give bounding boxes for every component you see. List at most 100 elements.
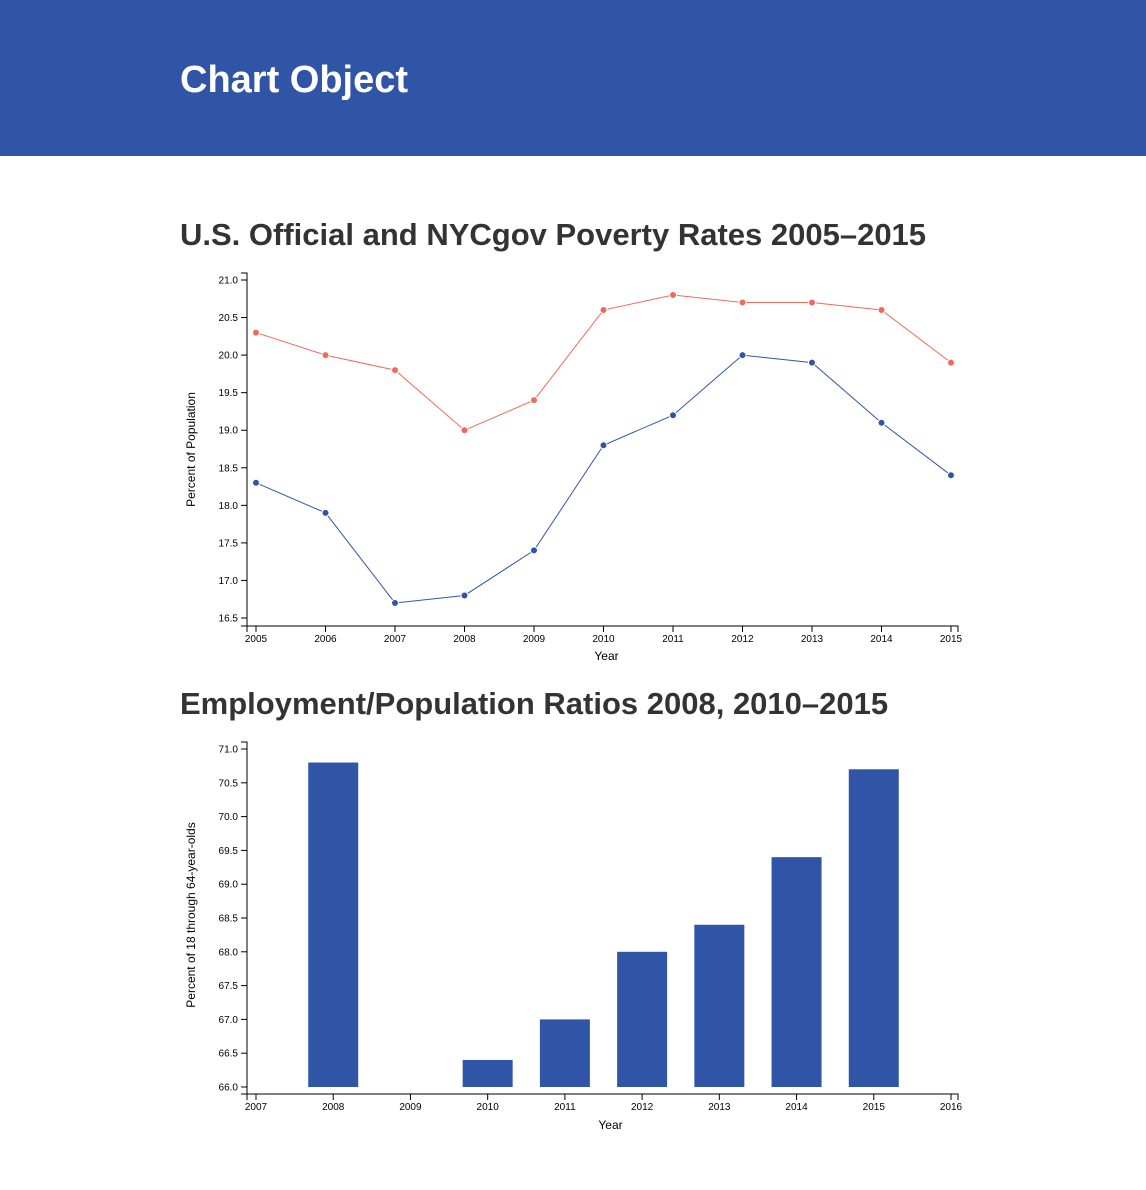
data-point [252,478,260,487]
y-axis: 16.5 17.0 17.5 18.0 18.5 19.0 19.5 20.0 20.5 21.0 [219,272,248,627]
x-tick: 2005 [245,626,268,645]
y-tick-label: 68.5 [219,914,239,925]
y-tick-label: 66.5 [219,1049,239,1060]
y-tick-label: 67.5 [219,981,239,992]
x-tick: 2008 [322,1094,345,1113]
x-tick: 2009 [399,1094,422,1113]
y-tick: 16.5 [219,614,247,625]
series-0 [252,291,955,435]
x-axis-label: Year [598,1118,622,1132]
y-tick-label: 19.5 [219,388,239,399]
page-header: Chart Object [0,0,1146,156]
page-title: Chart Object [180,59,409,101]
x-tick: 2014 [870,626,893,645]
y-tick-label: 71.0 [219,745,239,756]
x-axis-label: Year [594,649,618,663]
x-tick-label: 2011 [662,634,684,645]
data-point [877,306,886,315]
x-tick: 2007 [384,626,407,645]
y-axis-label: Percent of 18 through 64-year-olds [184,822,198,1007]
y-axis-line [241,272,248,627]
x-axis-line [246,1093,959,1100]
y-tick-label: 69.5 [219,846,239,857]
x-tick-label: 2012 [631,1102,654,1113]
y-tick-label: 67.0 [219,1015,239,1026]
y-tick: 20.5 [219,313,247,324]
y-tick: 67.0 [219,1015,247,1026]
x-tick-label: 2009 [399,1102,422,1113]
data-point [530,546,538,555]
y-tick-label: 70.5 [219,778,239,789]
y-tick-label: 16.5 [219,614,239,625]
x-tick-label: 2012 [731,634,754,645]
data-point [877,418,886,427]
poverty-line-chart: 16.5 17.0 17.5 18.0 18.5 19.0 19.5 20.0 20.5 21.0… [184,272,963,663]
x-tick: 2015 [940,626,963,645]
x-tick-label: 2015 [863,1102,886,1113]
bar [617,951,668,1087]
data-point [669,291,677,300]
x-tick-label: 2007 [245,1102,268,1113]
y-tick: 19.5 [219,388,247,399]
series-1 [252,351,955,607]
x-tick-label: 2015 [940,634,963,645]
x-axis: 2005 2006 2007 2008 2009 2010 2011 2012 2013 2014… [245,625,963,645]
data-point [530,396,538,405]
data-point [391,366,399,375]
data-point [808,358,816,367]
y-tick-label: 70.0 [219,812,239,823]
x-tick-label: 2010 [592,634,615,645]
y-tick-label: 18.0 [219,501,239,512]
data-point [947,471,955,480]
y-tick: 70.0 [219,812,247,823]
y-tick-label: 18.5 [219,463,239,474]
y-tick: 66.5 [219,1049,247,1060]
x-tick: 2011 [554,1094,576,1113]
y-tick: 69.5 [219,846,247,857]
x-tick-label: 2008 [322,1102,345,1113]
x-tick-label: 2008 [453,634,476,645]
y-axis: 66.0 66.5 67.0 67.5 68.0 68.5 69.0 69.5 70.0 70.5… [219,741,248,1095]
x-tick-label: 2014 [785,1102,808,1113]
bar [539,1019,590,1087]
data-point [460,591,469,600]
data-point [321,508,330,517]
x-tick-label: 2009 [523,634,546,645]
y-tick: 69.0 [219,880,247,891]
x-tick: 2011 [662,626,684,645]
data-point [738,351,747,360]
y-tick-label: 19.0 [219,426,239,437]
data-point [460,426,469,435]
y-tick: 68.5 [219,914,247,925]
data-point [599,441,608,450]
x-tick-label: 2011 [554,1102,576,1113]
y-tick-label: 68.0 [219,947,239,958]
y-tick: 70.5 [219,778,247,789]
data-point [738,298,747,307]
data-point [599,306,608,315]
x-tick-label: 2013 [801,634,824,645]
x-tick: 2014 [785,1094,808,1113]
data-point [321,351,330,360]
x-tick: 2016 [940,1094,963,1113]
data-point [391,598,399,607]
y-tick-label: 21.0 [219,276,239,287]
bar [771,857,822,1087]
x-tick: 2006 [314,626,337,645]
y-tick: 18.5 [219,463,247,474]
y-tick: 71.0 [219,745,247,756]
x-axis-line [246,625,959,632]
y-tick: 17.5 [219,538,247,549]
x-tick-label: 2005 [245,634,268,645]
x-tick: 2008 [453,626,476,645]
x-tick-label: 2014 [870,634,893,645]
y-tick-label: 20.5 [219,313,239,324]
x-tick: 2007 [245,1094,268,1113]
x-axis: 2007 2008 2009 2010 2011 2012 2013 2014 2015 2016 [245,1093,963,1113]
x-tick-label: 2010 [477,1102,500,1113]
line-chart-title: U.S. Official and NYCgov Poverty Rates 2… [180,217,927,252]
x-tick: 2010 [477,1094,500,1113]
y-tick: 68.0 [219,947,247,958]
x-tick: 2009 [523,626,546,645]
